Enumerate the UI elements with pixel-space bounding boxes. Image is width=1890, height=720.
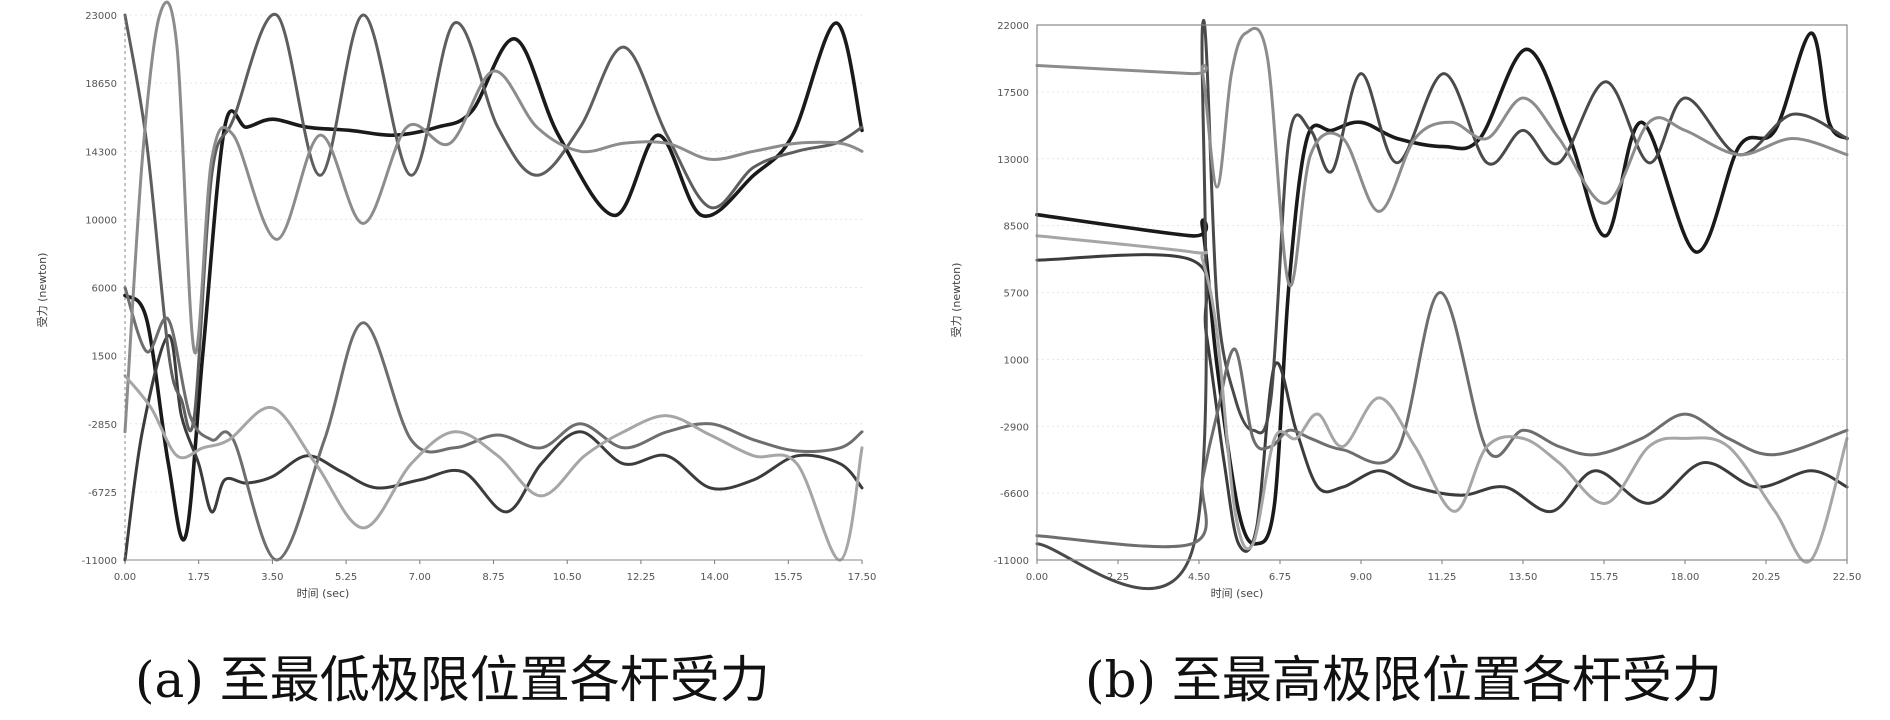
y-tick-labels-a: 23000 18650 14300 10000 6000 1500 -2850 -6725 -1… [82, 11, 117, 567]
x-tick-label-b: 4.50 [1188, 572, 1210, 583]
y-tick-label-a: 10000 [85, 215, 117, 226]
chart-panel-a: 0.00 1.75 3.50 5.25 7.00 8.75 10.50 12.25 14.00 1… [36, 0, 876, 709]
y-tick-label-a: 23000 [85, 11, 117, 22]
series-line-b-6 [1035, 234, 1849, 564]
chart-panel-b: 0.00 2.25 4.50 6.75 9.00 11.25 13.50 15.75 18.00… [950, 19, 1861, 709]
series-line-b-3 [1035, 19, 1849, 591]
y-tick-label-b: -11000 [994, 556, 1029, 567]
y-tick-label-a: -6725 [88, 488, 117, 499]
y-tick-label-b: -6600 [1000, 489, 1029, 500]
series-line-a-2 [123, 334, 864, 562]
y-tick-label-a: 6000 [92, 284, 117, 295]
x-tick-labels-a: 0.00 1.75 3.50 5.25 7.00 8.75 10.50 12.25 14.00 1… [114, 560, 876, 583]
y-tick-label-a: -2850 [88, 420, 117, 431]
series-line-b-4 [1035, 290, 1849, 549]
y-tick-label-a: 18650 [85, 79, 117, 90]
x-tick-label-a: 17.50 [848, 572, 877, 583]
axes-frame-b [1036, 24, 1848, 561]
y-tick-label-b: 13000 [997, 155, 1029, 166]
series-line-a-1 [123, 21, 864, 542]
plot-border-b [1036, 24, 1848, 561]
series-lines-b [1035, 19, 1849, 591]
x-axis-label-a: 时间 (sec) [297, 587, 350, 600]
y-tick-label-a: 1500 [92, 352, 117, 363]
y-tick-label-b: -2900 [1000, 422, 1029, 433]
series-line-a-5 [123, 0, 864, 434]
x-tick-label-a: 5.25 [335, 572, 357, 583]
y-tick-label-b: 1000 [1004, 355, 1029, 366]
x-tick-label-a: 15.75 [774, 572, 803, 583]
x-tick-label-b: 18.00 [1671, 572, 1700, 583]
x-tick-label-a: 1.75 [188, 572, 210, 583]
y-axis-label-a: 受力 (newton) [36, 253, 49, 328]
x-tick-label-a: 7.00 [409, 572, 431, 583]
x-tick-label-a: 8.75 [482, 572, 504, 583]
x-tick-labels-b: 0.00 2.25 4.50 6.75 9.00 11.25 13.50 15.75 18.00… [1026, 560, 1861, 583]
x-axis-label-b: 时间 (sec) [1211, 587, 1264, 600]
series-line-a-6 [123, 374, 864, 562]
x-tick-label-b: 0.00 [1026, 572, 1048, 583]
x-tick-label-a: 10.50 [553, 572, 582, 583]
y-tick-labels-b: 22000 17500 13000 8500 5700 1000 -2900 -6600 -11… [994, 21, 1029, 567]
series-line-b-5 [1035, 26, 1849, 288]
series-line-a-3 [123, 13, 864, 433]
x-tick-label-b: 9.00 [1350, 572, 1372, 583]
y-tick-label-b: 5700 [1004, 289, 1029, 300]
x-tick-label-a: 14.00 [700, 572, 729, 583]
y-tick-label-a: 14300 [85, 147, 117, 158]
y-tick-label-b: 22000 [997, 21, 1029, 32]
x-tick-label-b: 2.25 [1107, 572, 1129, 583]
x-tick-label-b: 20.25 [1752, 572, 1781, 583]
y-tick-label-b: 8500 [1004, 222, 1029, 233]
x-tick-label-b: 15.75 [1590, 572, 1619, 583]
x-tick-label-b: 6.75 [1269, 572, 1291, 583]
y-tick-label-b: 17500 [997, 88, 1029, 99]
y-axis-label-b: 受力 (newton) [950, 263, 963, 338]
x-tick-label-b: 11.25 [1428, 572, 1457, 583]
x-tick-label-a: 12.25 [627, 572, 656, 583]
series-lines-a [123, 0, 864, 562]
series-line-b-2 [1035, 253, 1849, 553]
caption-a: (a) 至最低极限位置各杆受力 [135, 651, 770, 709]
y-tick-label-a: -11000 [82, 556, 117, 567]
x-tick-label-a: 0.00 [114, 572, 136, 583]
caption-b: (b) 至最高极限位置各杆受力 [1085, 651, 1722, 709]
series-line-a-4 [123, 286, 864, 562]
x-tick-label-a: 3.50 [261, 572, 283, 583]
x-tick-label-b: 13.50 [1509, 572, 1538, 583]
axes-frame-a [124, 15, 862, 561]
x-tick-label-b: 22.50 [1833, 572, 1862, 583]
